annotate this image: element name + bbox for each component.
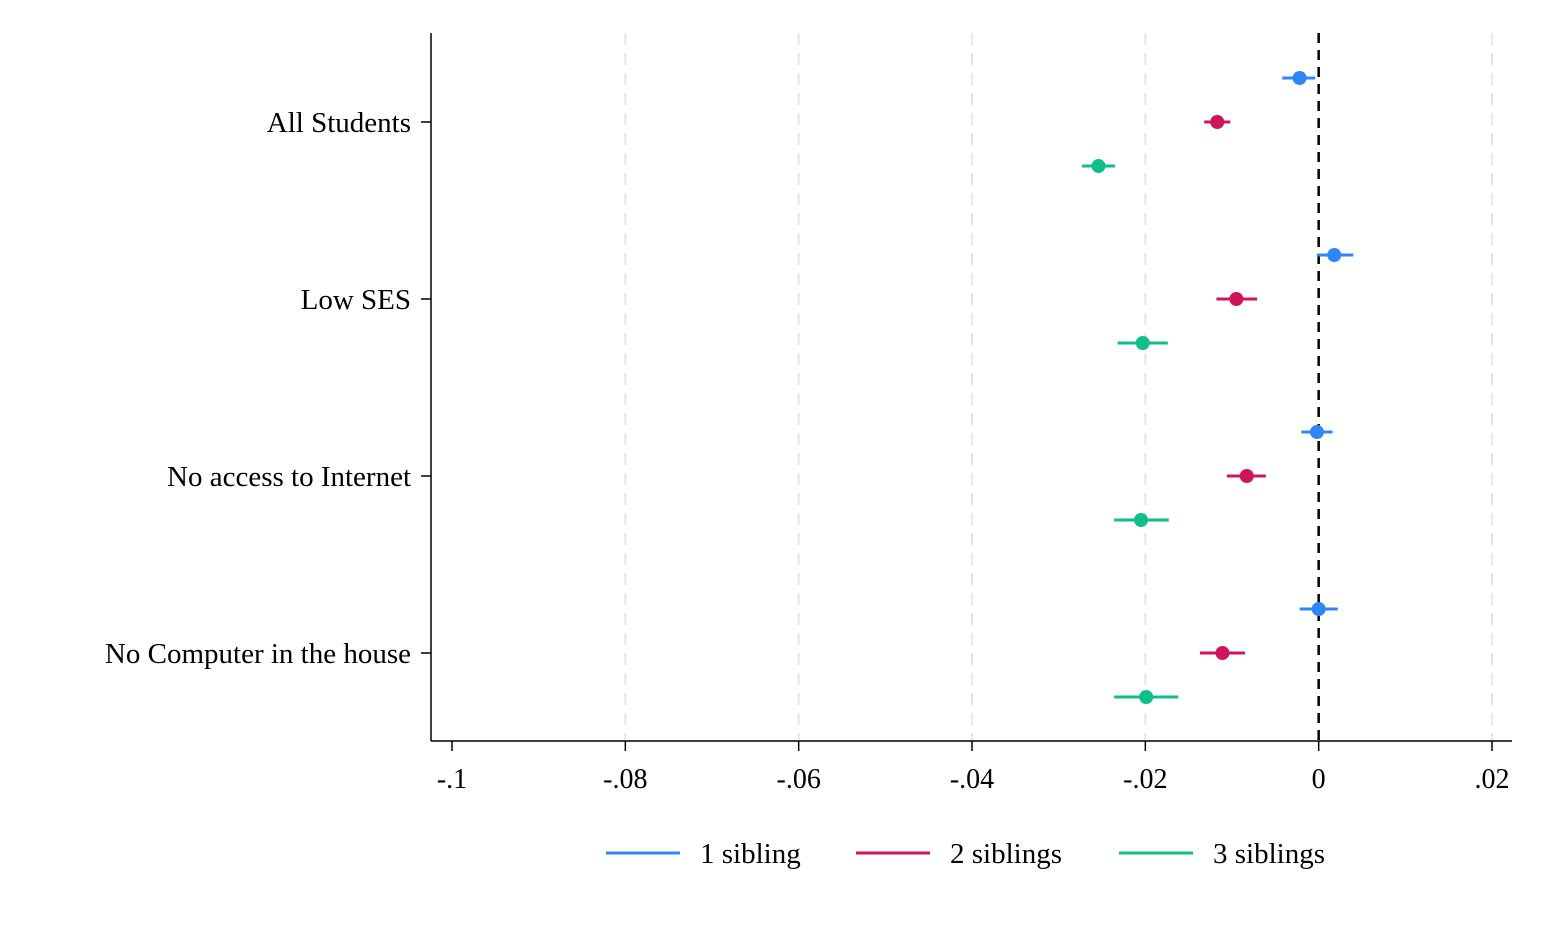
point-estimate bbox=[1215, 646, 1230, 660]
point-estimate bbox=[1139, 690, 1154, 704]
point-estimate bbox=[1210, 115, 1225, 129]
point-estimate bbox=[1091, 159, 1106, 173]
y-category-label: No access to Internet bbox=[167, 461, 411, 493]
y-category-label: Low SES bbox=[301, 284, 411, 316]
y-category-label: No Computer in the house bbox=[105, 638, 411, 670]
x-tick-label: .02 bbox=[1475, 764, 1510, 795]
point-estimate bbox=[1229, 292, 1244, 306]
legend-label: 3 siblings bbox=[1213, 838, 1325, 870]
legend: 1 sibling 2 siblings 3 siblings bbox=[606, 838, 1325, 870]
legend-label: 1 sibling bbox=[700, 838, 801, 870]
y-category-label: All Students bbox=[267, 107, 411, 139]
point-estimate bbox=[1309, 425, 1324, 439]
legend-label: 2 siblings bbox=[950, 838, 1062, 870]
grid-layer bbox=[624, 33, 1493, 741]
x-tick-label: -.06 bbox=[777, 764, 821, 795]
point-estimate bbox=[1239, 469, 1254, 483]
point-estimate bbox=[1327, 248, 1342, 262]
point-estimate bbox=[1292, 71, 1307, 85]
x-tick-label: -.02 bbox=[1123, 764, 1167, 795]
data-layer bbox=[1082, 71, 1354, 704]
point-estimate bbox=[1134, 513, 1148, 527]
point-estimate bbox=[1135, 336, 1150, 350]
point-estimate bbox=[1311, 602, 1326, 616]
x-tick-label: 0 bbox=[1312, 764, 1326, 795]
x-tick-label: -.04 bbox=[950, 764, 994, 795]
axes-layer: -.1 -.08 -.06 -.04 -.02 0 .02 All Students Low S… bbox=[105, 33, 1512, 795]
x-tick-label: -.08 bbox=[603, 764, 647, 795]
x-tick-label: -.1 bbox=[437, 764, 467, 795]
